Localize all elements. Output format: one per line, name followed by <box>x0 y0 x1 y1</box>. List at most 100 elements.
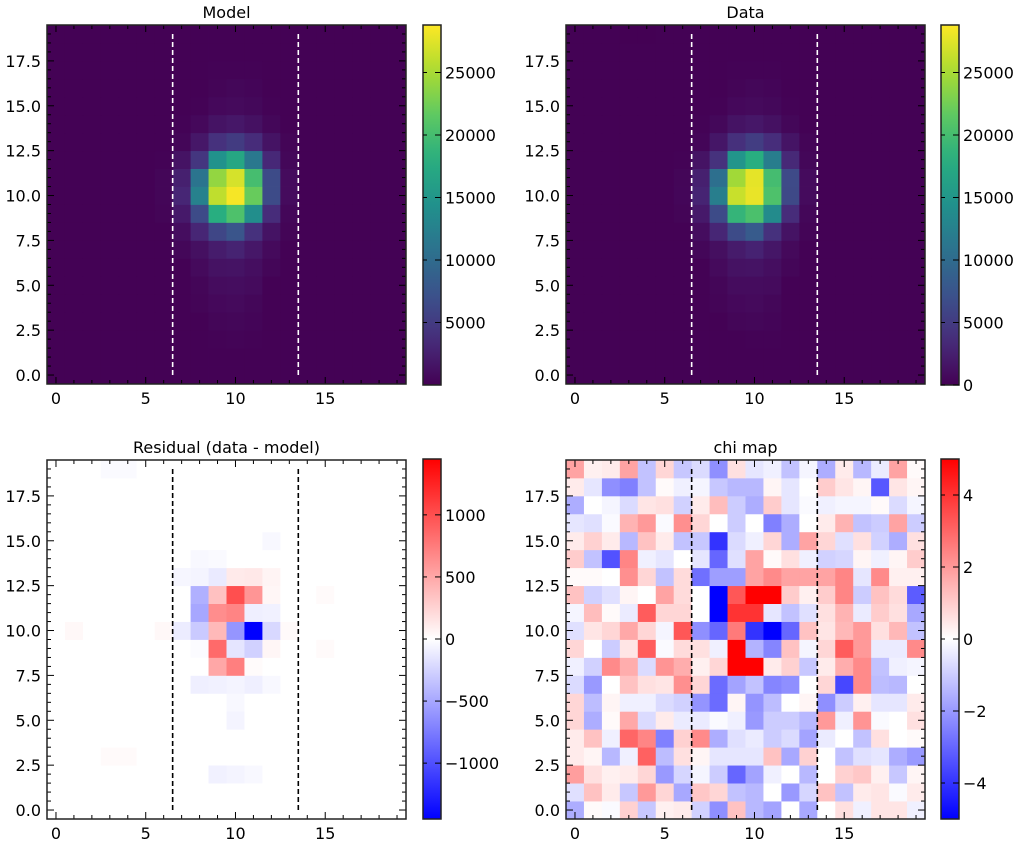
heatmap-cell <box>745 657 764 676</box>
heatmap-cell <box>172 621 191 640</box>
heatmap-cell <box>583 657 603 676</box>
heatmap-cell <box>118 276 138 295</box>
heatmap-cell <box>745 78 764 98</box>
heatmap-cell <box>226 765 245 784</box>
heatmap-cell <box>388 495 407 515</box>
heatmap-cell <box>47 168 66 187</box>
heatmap-cell <box>334 42 353 62</box>
heatmap-cell <box>727 567 746 587</box>
heatmap-cell <box>82 276 102 295</box>
heatmap-cell <box>118 585 138 604</box>
heatmap-cell <box>835 801 854 820</box>
y-tick-label: 15.0 <box>524 97 560 116</box>
heatmap-cell <box>82 477 102 497</box>
heatmap-cell <box>280 621 299 640</box>
colorbar-tick-label: 10000 <box>445 251 496 270</box>
heatmap-cell <box>334 78 353 98</box>
heatmap-cell <box>82 258 102 277</box>
heatmap-cell <box>388 294 407 313</box>
heatmap-cell <box>370 585 389 604</box>
heatmap-cell <box>280 657 299 676</box>
heatmap-cell <box>334 366 353 385</box>
heatmap-cell <box>781 168 800 187</box>
heatmap-cell <box>655 312 675 331</box>
heatmap-cell <box>118 78 138 98</box>
heatmap-cell <box>172 25 191 44</box>
heatmap-cell <box>370 168 389 187</box>
heatmap-cell <box>244 783 263 802</box>
heatmap-cell <box>673 783 693 802</box>
heatmap-cell <box>388 693 407 712</box>
heatmap-cell <box>566 801 585 820</box>
heatmap-cell <box>352 531 371 551</box>
colorbar-tick-label: 0 <box>445 630 455 649</box>
heatmap-cell <box>566 42 585 62</box>
heatmap-cell <box>64 801 84 820</box>
heatmap-cell <box>817 78 836 98</box>
heatmap-cell <box>817 222 836 241</box>
heatmap-cell <box>871 366 890 385</box>
colorbar-tick-label: 0 <box>963 376 973 395</box>
heatmap-cell <box>871 747 890 766</box>
heatmap-cell <box>727 693 746 712</box>
heatmap-cell <box>763 150 782 169</box>
heatmap-cell <box>835 60 854 80</box>
colorbar-tick-label: 25000 <box>445 64 496 83</box>
heatmap-cell <box>781 330 800 349</box>
heatmap-cell <box>280 348 299 367</box>
heatmap-cell <box>889 294 908 313</box>
heatmap-cell <box>100 348 120 367</box>
heatmap-cell <box>208 114 227 134</box>
heatmap-cell <box>799 348 818 367</box>
heatmap-cell <box>566 729 585 748</box>
heatmap-cell <box>817 240 836 259</box>
heatmap-cell <box>172 330 191 349</box>
heatmap-cell <box>280 549 299 569</box>
heatmap-cell <box>745 639 764 658</box>
heatmap-cell <box>47 603 66 622</box>
colorbar-gradient <box>940 24 960 386</box>
heatmap-cell <box>817 477 836 497</box>
heatmap-cell <box>619 513 639 533</box>
heatmap-cell <box>835 150 854 169</box>
heatmap-cell <box>619 240 639 259</box>
heatmap-cell <box>118 330 138 349</box>
heatmap-cell <box>100 168 120 187</box>
heatmap-cell <box>190 42 209 62</box>
heatmap-cell <box>889 567 908 587</box>
heatmap-cell <box>601 168 621 187</box>
heatmap-cell <box>601 765 621 784</box>
heatmap-cell <box>583 294 603 313</box>
heatmap-cell <box>370 25 389 44</box>
heatmap-cell <box>871 495 890 515</box>
heatmap-cell <box>583 711 603 730</box>
heatmap-cell <box>82 186 102 205</box>
heatmap-cell <box>889 186 908 205</box>
heatmap-cell <box>583 240 603 259</box>
heatmap-cell <box>655 603 675 622</box>
heatmap-cell <box>566 513 585 533</box>
heatmap-cell <box>388 366 407 385</box>
heatmap-cell <box>799 567 818 587</box>
heatmap-cell <box>817 621 836 640</box>
heatmap-cell <box>691 96 710 116</box>
heatmap-cell <box>566 258 585 277</box>
heatmap-cell <box>118 366 138 385</box>
heatmap-cell <box>781 312 800 331</box>
heatmap-cell <box>601 801 621 820</box>
heatmap-cell <box>136 25 156 44</box>
heatmap-cell <box>172 531 191 551</box>
heatmap-cell <box>172 765 191 784</box>
heatmap-cell <box>745 240 764 259</box>
heatmap-cell <box>388 531 407 551</box>
heatmap-cell <box>226 693 245 712</box>
heatmap-cell <box>100 114 120 134</box>
heatmap-cell <box>583 204 603 223</box>
heatmap-cell <box>835 765 854 784</box>
heatmap-cell <box>262 567 281 587</box>
y-tick-label: 17.5 <box>5 487 41 506</box>
heatmap-cell <box>781 240 800 259</box>
heatmap-cell <box>244 312 263 331</box>
heatmap-cell <box>763 204 782 223</box>
heatmap-cell <box>781 639 800 658</box>
